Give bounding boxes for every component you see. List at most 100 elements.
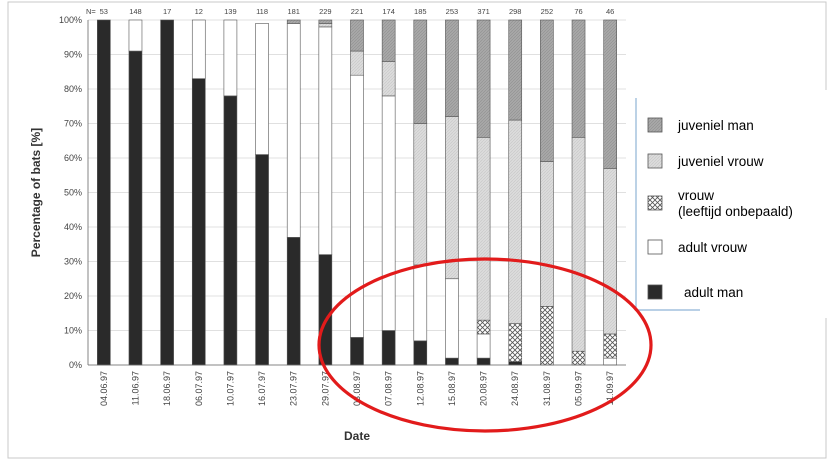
bar-segment	[540, 306, 554, 366]
bar-segment	[445, 357, 459, 366]
n-label: 118	[256, 7, 268, 16]
n-label: 53	[100, 7, 108, 16]
bar-segment	[571, 137, 586, 352]
bar-segment	[160, 19, 174, 366]
bar-segment	[508, 361, 523, 366]
legend-swatch	[647, 284, 663, 300]
legend-swatch	[647, 195, 663, 211]
n-prefix-label: N=	[86, 7, 96, 16]
bar-segment	[350, 19, 364, 52]
bar-segment	[191, 78, 206, 366]
bar-segment	[350, 50, 364, 76]
bar-segment	[381, 19, 396, 62]
bar-segment	[223, 19, 238, 97]
x-tick-label: 05.09.97	[574, 371, 584, 406]
bar-segment	[381, 61, 396, 97]
bar-segment	[508, 119, 523, 324]
legend-label: juveniel man	[677, 118, 754, 133]
bar-segment	[445, 116, 459, 280]
n-label: 253	[446, 7, 459, 16]
bar-segment	[97, 19, 111, 366]
x-tick-label: 12.08.97	[415, 371, 425, 406]
bar-segment	[255, 154, 269, 366]
bar-segment	[381, 330, 396, 366]
x-tick-label: 04.06.97	[99, 371, 109, 406]
legend-label-line: vrouw	[678, 188, 714, 203]
x-tick-label: 24.08.97	[510, 371, 520, 406]
y-tick-label: 70%	[64, 119, 82, 129]
x-tick-label: 29.07.97	[320, 371, 330, 406]
bar-segment	[571, 350, 586, 366]
bar-segment	[508, 323, 523, 362]
x-tick-label: 07.08.97	[384, 371, 394, 406]
bar-segment	[476, 137, 491, 321]
n-label: 298	[509, 7, 522, 16]
y-tick-label: 100%	[59, 15, 82, 25]
n-label: 252	[541, 7, 554, 16]
legend-label-line: (leeftijd onbepaald)	[678, 204, 793, 219]
bar-segment	[286, 19, 301, 24]
bar-segment	[318, 26, 333, 255]
bar-segment	[318, 19, 333, 24]
n-label: 46	[606, 7, 614, 16]
x-tick-label: 10.07.97	[225, 371, 235, 406]
bar-segment	[413, 19, 428, 124]
legend-label: adult vrouw	[678, 240, 747, 255]
n-label: 76	[574, 7, 582, 16]
y-tick-label: 60%	[64, 153, 82, 163]
y-tick-label: 50%	[64, 188, 82, 198]
y-axis-title: Percentage of bats [%]	[29, 128, 43, 257]
bar-segment	[476, 319, 491, 335]
x-tick-label: 20.08.97	[479, 371, 489, 406]
bar-segment	[540, 161, 554, 307]
bar-segment	[286, 237, 301, 366]
bar-segment	[603, 168, 617, 335]
n-label: 221	[351, 7, 364, 16]
x-tick-label: 15.08.97	[447, 371, 457, 406]
x-tick-label: 16.07.97	[257, 371, 267, 406]
bar-segment	[128, 50, 143, 366]
n-label: 17	[163, 7, 171, 16]
legend-swatch	[647, 239, 663, 255]
x-tick-label: 11.06.97	[130, 371, 140, 405]
bar-segment	[603, 333, 617, 359]
legend-box	[634, 90, 834, 318]
bar-segment	[191, 19, 206, 79]
bar-segment	[476, 333, 491, 359]
y-tick-label: 80%	[64, 84, 82, 94]
bar-segment	[413, 123, 428, 266]
y-tick-label: 20%	[64, 291, 82, 301]
bar-segment	[223, 95, 238, 366]
x-tick-label: 06.07.97	[194, 371, 204, 406]
bar-segment	[476, 19, 491, 138]
bar-segment	[413, 264, 428, 342]
bar-segment	[508, 19, 523, 121]
bar-segment	[255, 23, 269, 155]
bar-segment	[318, 23, 333, 28]
legend-label: vrouw (leeftijd onbepaald)	[678, 188, 793, 219]
bar-segment	[445, 19, 459, 117]
legend-swatch	[647, 153, 663, 169]
x-tick-label: 18.06.97	[162, 371, 172, 406]
bar-segment	[318, 254, 333, 366]
bar-segment	[476, 357, 491, 366]
n-label: 229	[319, 7, 332, 16]
y-tick-label: 90%	[64, 50, 82, 60]
n-label: 139	[224, 7, 237, 16]
bar-segment	[413, 340, 428, 366]
n-label: 12	[195, 7, 203, 16]
bar-segment	[381, 95, 396, 331]
legend-label: adult man	[684, 285, 743, 300]
legend-swatch	[647, 117, 663, 133]
n-label: 148	[129, 7, 142, 16]
highlight-ellipse	[317, 257, 653, 433]
y-tick-label: 10%	[64, 326, 82, 336]
legend-label: juveniel vrouw	[677, 154, 764, 169]
x-tick-label: 03.08.97	[352, 371, 362, 406]
bar-segment	[603, 357, 617, 366]
bar-segment	[286, 23, 301, 238]
y-tick-label: 0%	[69, 360, 82, 370]
bar-segment	[540, 19, 554, 162]
n-label: 174	[382, 7, 395, 16]
